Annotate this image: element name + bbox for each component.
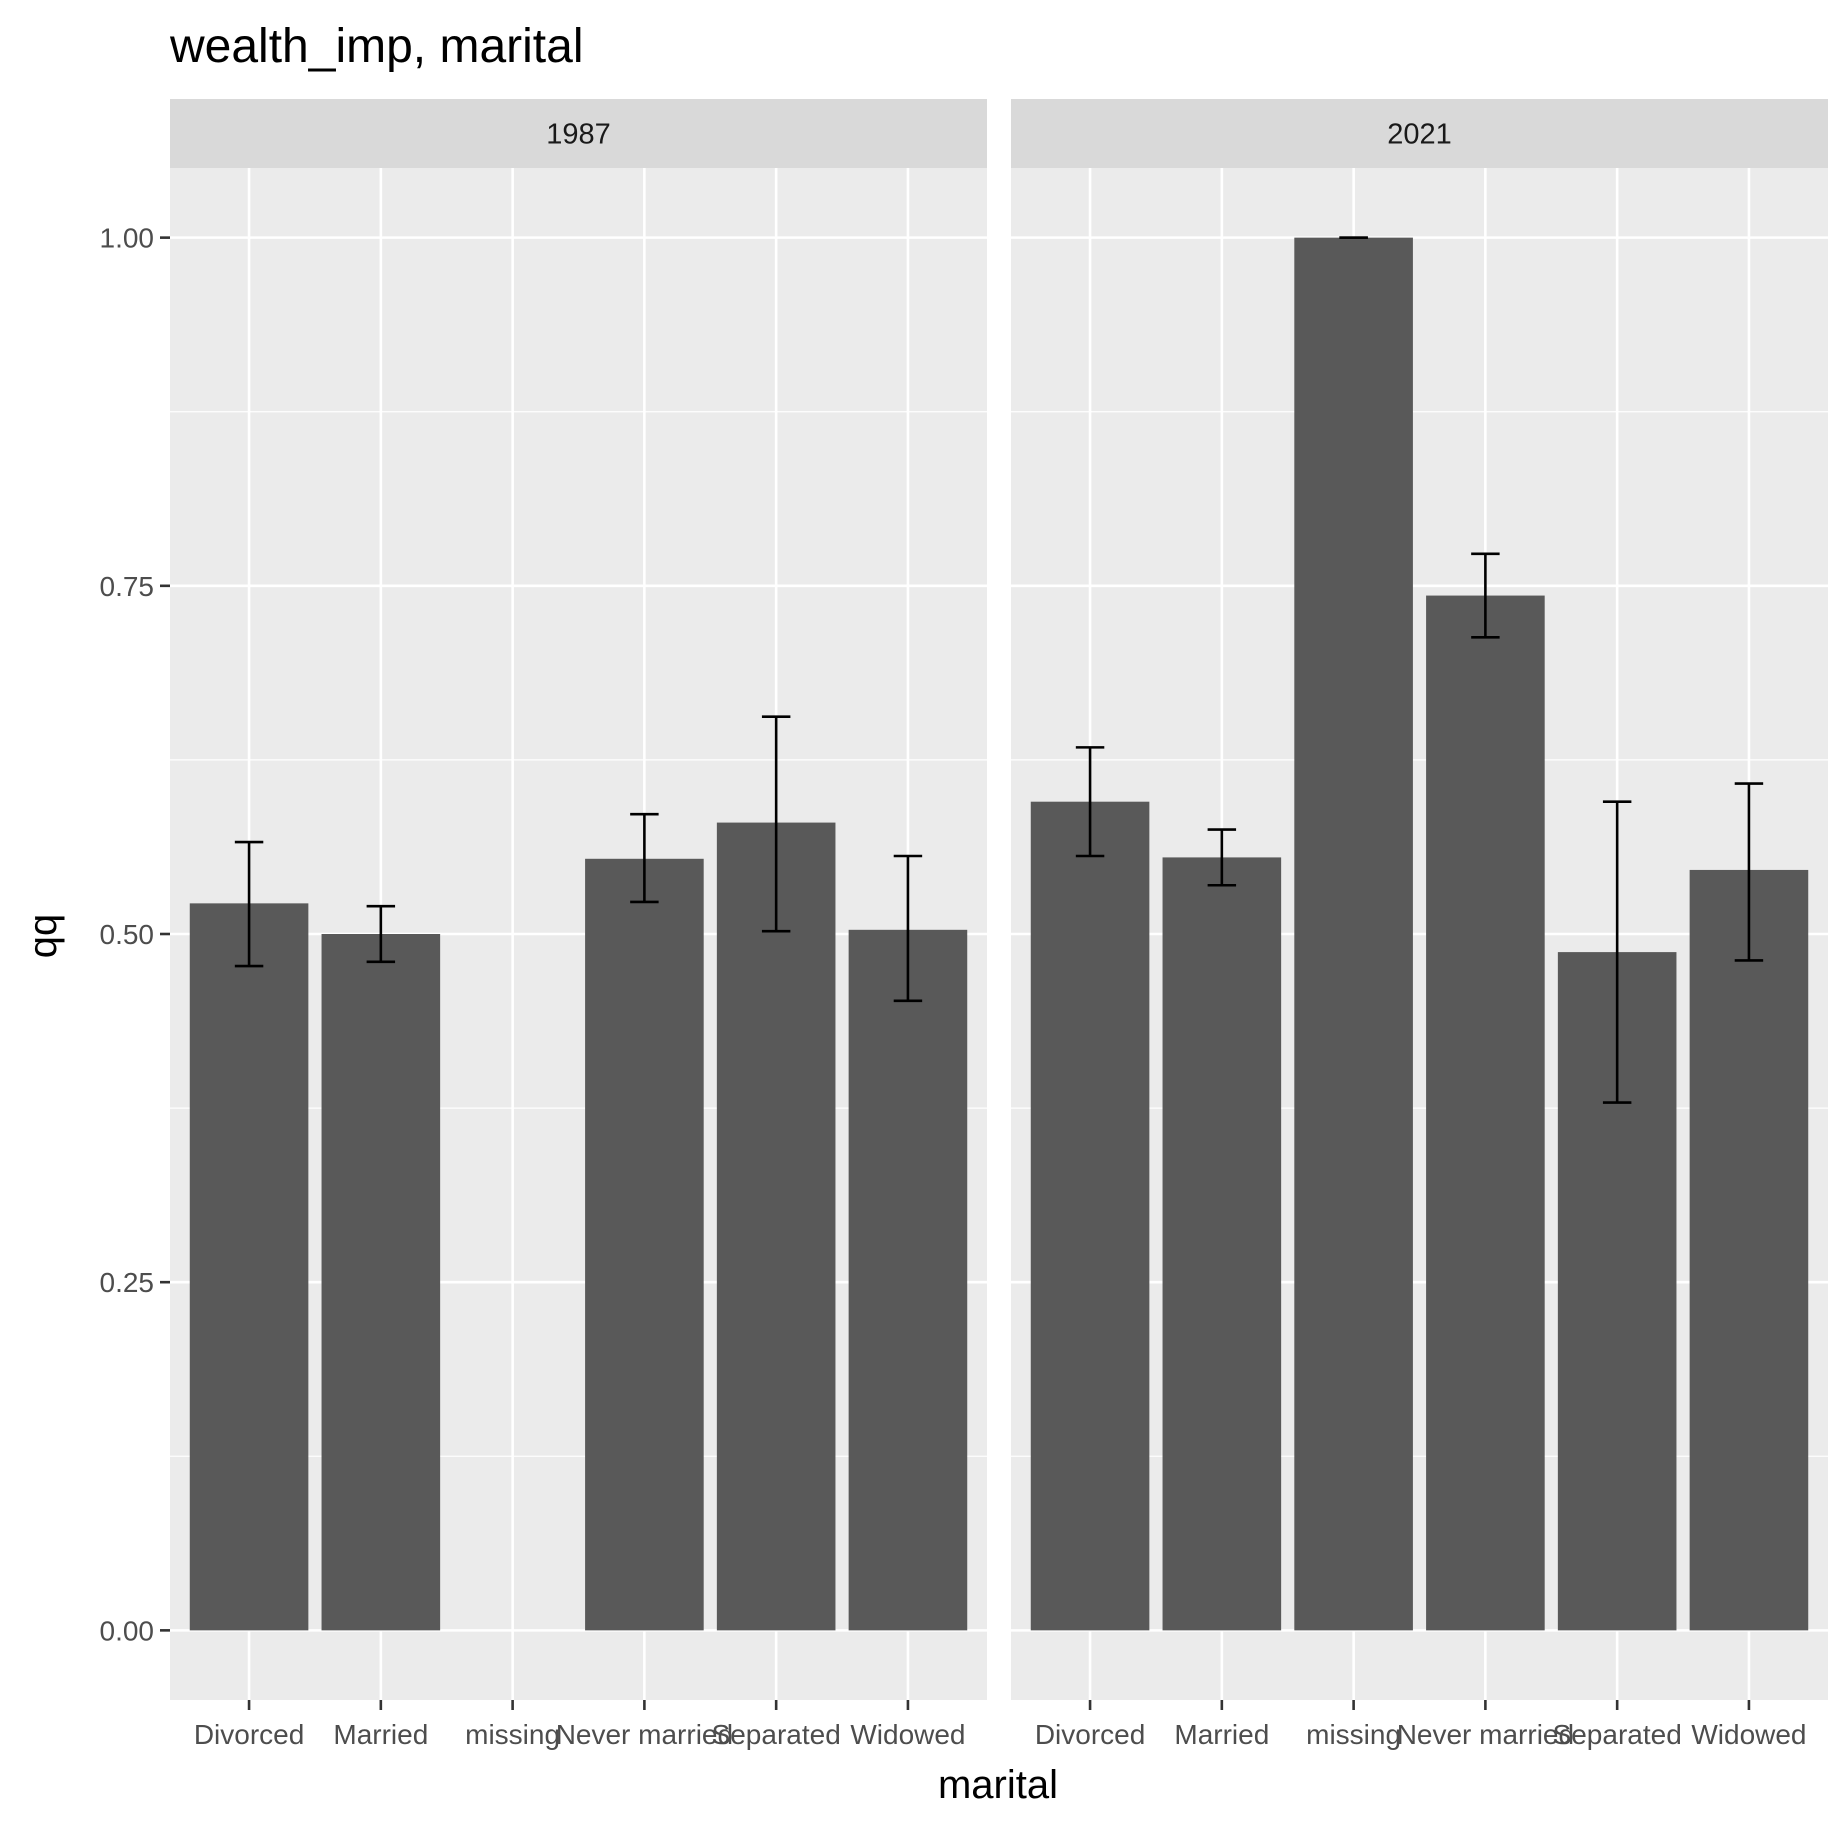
strip-background [170,99,987,168]
bar-divorced [1030,801,1150,1631]
bar-married [1162,857,1282,1631]
x-tick-label: Married [333,1719,428,1750]
error-bar [1471,552,1500,639]
bar-widowed [1689,869,1809,1631]
chart-title: wealth_imp, marital [169,20,583,73]
x-tick-label: missing [465,1719,560,1750]
bar-missing [1294,237,1413,1631]
x-tick-label: Married [1174,1719,1269,1750]
error-bar [1207,828,1237,887]
x-tick-label: Separated [1553,1719,1682,1750]
x-tick-label: Never married [1397,1719,1574,1750]
x-tick-label: Divorced [194,1719,304,1750]
x-tick-label: Never married [556,1719,733,1750]
x-tick-label: Widowed [1691,1719,1806,1750]
x-tick-label: missing [1306,1719,1401,1750]
y-axis: 0.00 0.25 0.50 0.75 1.00 [100,223,170,1646]
error-bar [761,715,791,933]
bar-never-married [1426,595,1545,1631]
error-bar [366,904,396,964]
strip-label: 2021 [1387,119,1452,151]
y-tick-label: 0.75 [100,571,155,602]
strip-background [1011,99,1828,168]
x-tick-label: Separated [712,1719,841,1750]
error-bar [1602,800,1632,1104]
error-bar [1075,746,1105,858]
x-tick-label: Divorced [1035,1719,1145,1750]
y-tick-label: 0.50 [100,919,155,950]
bar-separated [716,822,836,1631]
y-tick-label: 0.25 [100,1267,155,1298]
strip-label: 1987 [546,119,611,151]
y-tick-label: 1.00 [100,223,155,254]
x-axis-title: marital [938,1763,1058,1807]
bar-married [321,934,441,1631]
error-bar [893,854,923,1003]
y-axis-title: qq [21,914,65,959]
x-tick-label: Widowed [850,1719,965,1750]
bar-divorced [189,903,309,1631]
error-bar [1734,782,1764,962]
error-bar [234,840,264,968]
y-tick-label: 0.00 [100,1615,155,1646]
bar-never-married [585,858,704,1631]
error-bar [630,812,659,904]
bar-widowed [848,929,968,1631]
